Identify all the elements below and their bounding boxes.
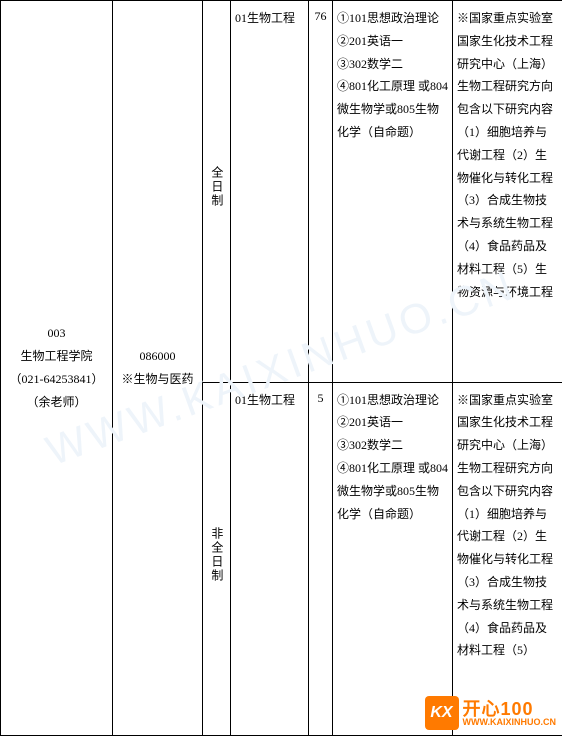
cell-mode: 非全日制 xyxy=(203,382,231,735)
cell-quota: 76 xyxy=(309,1,333,383)
table-row: 003 生物工程学院 （021-64253841） （余老师） 086000 ※… xyxy=(1,1,562,383)
mode-label: 非全日制 xyxy=(205,527,228,583)
admissions-table: 003 生物工程学院 （021-64253841） （余老师） 086000 ※… xyxy=(0,0,562,736)
dept-phone: （021-64253841） xyxy=(3,368,110,391)
cell-notes: ※国家重点实验室 国家生化技术工程研究中心（上海）生物工程研究方向包含以下研究内… xyxy=(453,1,562,383)
cell-department: 003 生物工程学院 （021-64253841） （余老师） xyxy=(1,1,113,736)
cell-direction: 01生物工程 xyxy=(231,382,309,735)
major-code: 086000 xyxy=(115,345,200,368)
cell-exams: ①101思想政治理论②201英语一③302数学二④801化工原理 或804微生物… xyxy=(333,382,453,735)
cell-major: 086000 ※生物与医药 xyxy=(113,1,203,736)
cell-mode: 全日制 xyxy=(203,1,231,383)
cell-notes: ※国家重点实验室 国家生化技术工程研究中心（上海）生物工程研究方向包含以下研究内… xyxy=(453,382,562,735)
logo-badge-icon: KX xyxy=(425,696,459,730)
logo-en: WWW.KAIXINHUO.CN xyxy=(463,718,557,727)
dept-code: 003 xyxy=(3,322,110,345)
major-name: ※生物与医药 xyxy=(115,368,200,391)
cell-quota: 5 xyxy=(309,382,333,735)
dept-name: 生物工程学院 xyxy=(3,345,110,368)
logo-text: 开心100 WWW.KAIXINHUO.CN xyxy=(463,700,557,727)
mode-label: 全日制 xyxy=(205,166,228,208)
cell-direction: 01生物工程 xyxy=(231,1,309,383)
brand-logo: KX 开心100 WWW.KAIXINHUO.CN xyxy=(425,696,557,730)
cell-exams: ①101思想政治理论②201英语一③302数学二④801化工原理 或804微生物… xyxy=(333,1,453,383)
dept-contact: （余老师） xyxy=(3,391,110,414)
logo-cn: 开心100 xyxy=(463,700,557,718)
